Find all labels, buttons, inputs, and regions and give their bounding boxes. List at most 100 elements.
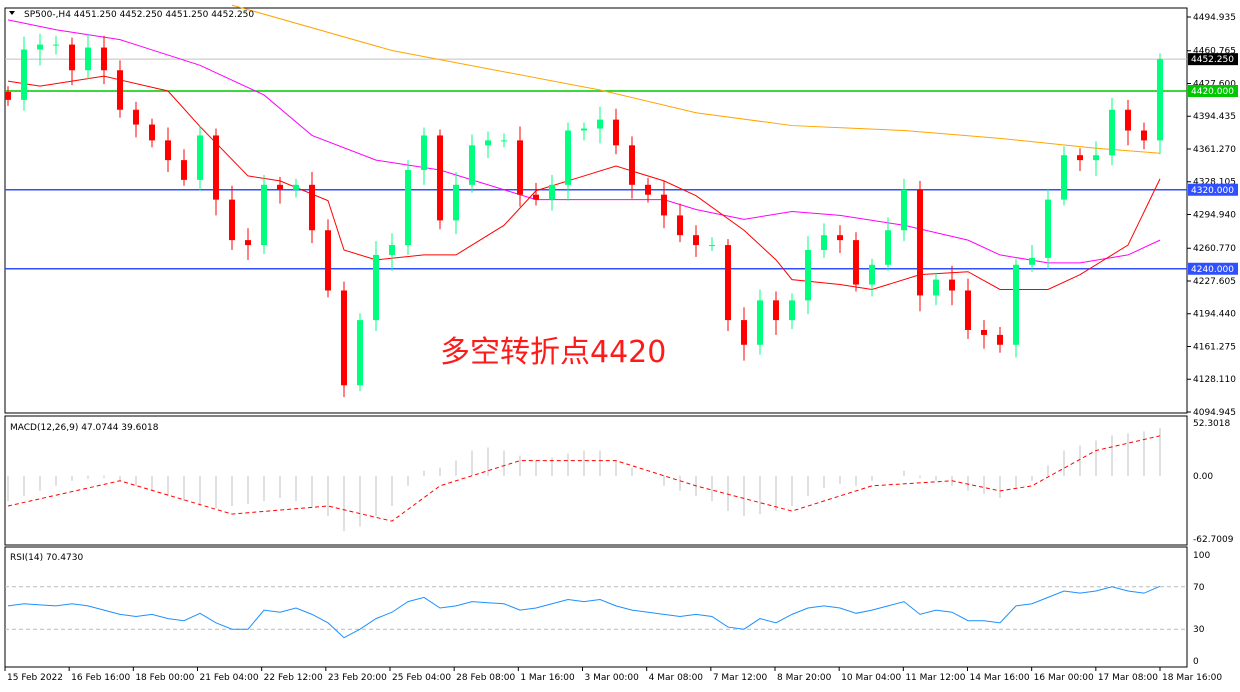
candle-body [85, 47, 91, 71]
price-panel-frame [4, 7, 1188, 414]
macd-tick-label: 0.00 [1193, 472, 1213, 482]
candle-body [597, 119, 603, 129]
rsi-panel[interactable]: 100 70 30 0 [4, 546, 1210, 668]
time-tick-label: 23 Feb 20:00 [328, 673, 387, 683]
candle-body [485, 140, 491, 146]
candle-body [229, 199, 235, 241]
candle-body [149, 124, 155, 141]
candle-body [789, 300, 795, 321]
candle-body [677, 215, 683, 236]
level-price-label: 4420.000 [1191, 87, 1234, 97]
candle-body [949, 279, 955, 291]
price-tick-label: 4361.270 [1193, 145, 1236, 155]
candle-body [1109, 109, 1115, 156]
candle-body [533, 194, 539, 200]
time-tick-label: 7 Mar 12:00 [713, 673, 768, 683]
price-tick-label: 4494.935 [1193, 13, 1236, 23]
candle-body [5, 91, 11, 100]
candle-body [405, 170, 411, 246]
candle-body [69, 44, 75, 71]
time-tick-label: 3 Mar 00:00 [585, 673, 640, 683]
macd-label: MACD(12,26,9) 47.0744 39.6018 [10, 423, 159, 433]
rsi-panel-frame [4, 546, 1188, 668]
candle-body [469, 145, 475, 185]
price-tick-label: 4427.600 [1193, 79, 1236, 89]
candle-body [133, 109, 139, 125]
candle-body [517, 140, 523, 195]
candle-body [453, 184, 459, 221]
candle-body [837, 235, 843, 241]
macd-panel-frame [4, 415, 1188, 546]
rsi-tick-label: 70 [1193, 583, 1205, 593]
candle-body [565, 130, 571, 185]
time-tick-label: 4 Mar 08:00 [649, 673, 704, 683]
candle-body [1141, 130, 1147, 141]
candle-body [389, 245, 395, 255]
price-tick-label: 4460.765 [1193, 47, 1236, 57]
candle-body [741, 320, 747, 345]
level-price-tag [1188, 85, 1238, 98]
price-tick-label: 4328.105 [1193, 178, 1236, 188]
level-price-tag [1188, 183, 1238, 196]
current-price-tag [1188, 53, 1238, 66]
macd-panel[interactable]: 52.3018 0.00 -62.7009 [4, 415, 1234, 546]
candle-body [1077, 155, 1083, 161]
candle-body [213, 135, 219, 200]
candle-body [1045, 199, 1051, 258]
time-tick-label: 18 Mar 16:00 [1162, 673, 1222, 683]
candle-body [325, 230, 331, 291]
ma-slow-line [231, 4, 1161, 154]
time-tick-label: 28 Feb 08:00 [456, 673, 515, 683]
candle-body [885, 230, 891, 265]
price-tick-label: 4094.945 [1193, 408, 1236, 418]
candle-body [805, 249, 811, 301]
time-tick-label: 11 Mar 12:00 [905, 673, 965, 683]
candle-body [309, 184, 315, 231]
candle-body [1157, 59, 1163, 141]
candle-body [581, 128, 587, 131]
time-tick-label: 16 Feb 16:00 [71, 673, 130, 683]
candle-body [21, 49, 27, 100]
macd-signal-line [7, 435, 1161, 522]
candle-body [629, 145, 635, 185]
candle-body [373, 254, 379, 321]
rsi-label: RSI(14) 70.4730 [10, 553, 83, 563]
candle-body [613, 119, 619, 146]
candle-body [1093, 155, 1099, 161]
candle-body [869, 264, 875, 285]
ma-fast-line [7, 75, 1161, 291]
candle-body [725, 245, 731, 321]
candle-body [437, 135, 443, 221]
rsi-tick-label: 0 [1193, 657, 1199, 667]
current-price-label: 4452.250 [1191, 55, 1234, 65]
candle-body [917, 189, 923, 296]
candle-body [261, 184, 267, 246]
candle-body [1125, 109, 1131, 131]
time-tick-label: 15 Feb 2022 [7, 673, 63, 683]
level-price-label: 4320.000 [1191, 186, 1234, 196]
candle-body [853, 240, 859, 285]
price-tick-label: 4294.940 [1193, 211, 1236, 221]
candle-body [1013, 264, 1019, 345]
candle-body [965, 290, 971, 330]
candle-body [293, 184, 299, 190]
candle-body [693, 235, 699, 246]
candle-body [101, 47, 107, 71]
candle-body [357, 320, 363, 386]
candle-body [37, 44, 43, 50]
candle-body [901, 189, 907, 231]
price-panel[interactable]: 4494.935 4460.765 4427.600 4394.435 4361.270… [4, 4, 1238, 418]
time-tick-label: 10 Mar 04:00 [841, 673, 901, 683]
macd-tick-label: 52.3018 [1193, 419, 1230, 429]
dropdown-triangle-icon[interactable] [9, 11, 15, 15]
time-tick-label: 18 Feb 00:00 [135, 673, 194, 683]
candle-body [757, 300, 763, 345]
annotation-text: 多空转折点4420 [440, 335, 666, 370]
time-tick-label: 16 Mar 00:00 [1034, 673, 1094, 683]
price-tick-label: 4227.605 [1193, 277, 1236, 287]
candle-body [981, 329, 987, 335]
rsi-tick-label: 100 [1193, 551, 1210, 561]
time-axis: 15 Feb 2022 16 Feb 16:00 18 Feb 00:00 21 Fe… [4, 667, 1222, 683]
candle-body [53, 44, 59, 46]
